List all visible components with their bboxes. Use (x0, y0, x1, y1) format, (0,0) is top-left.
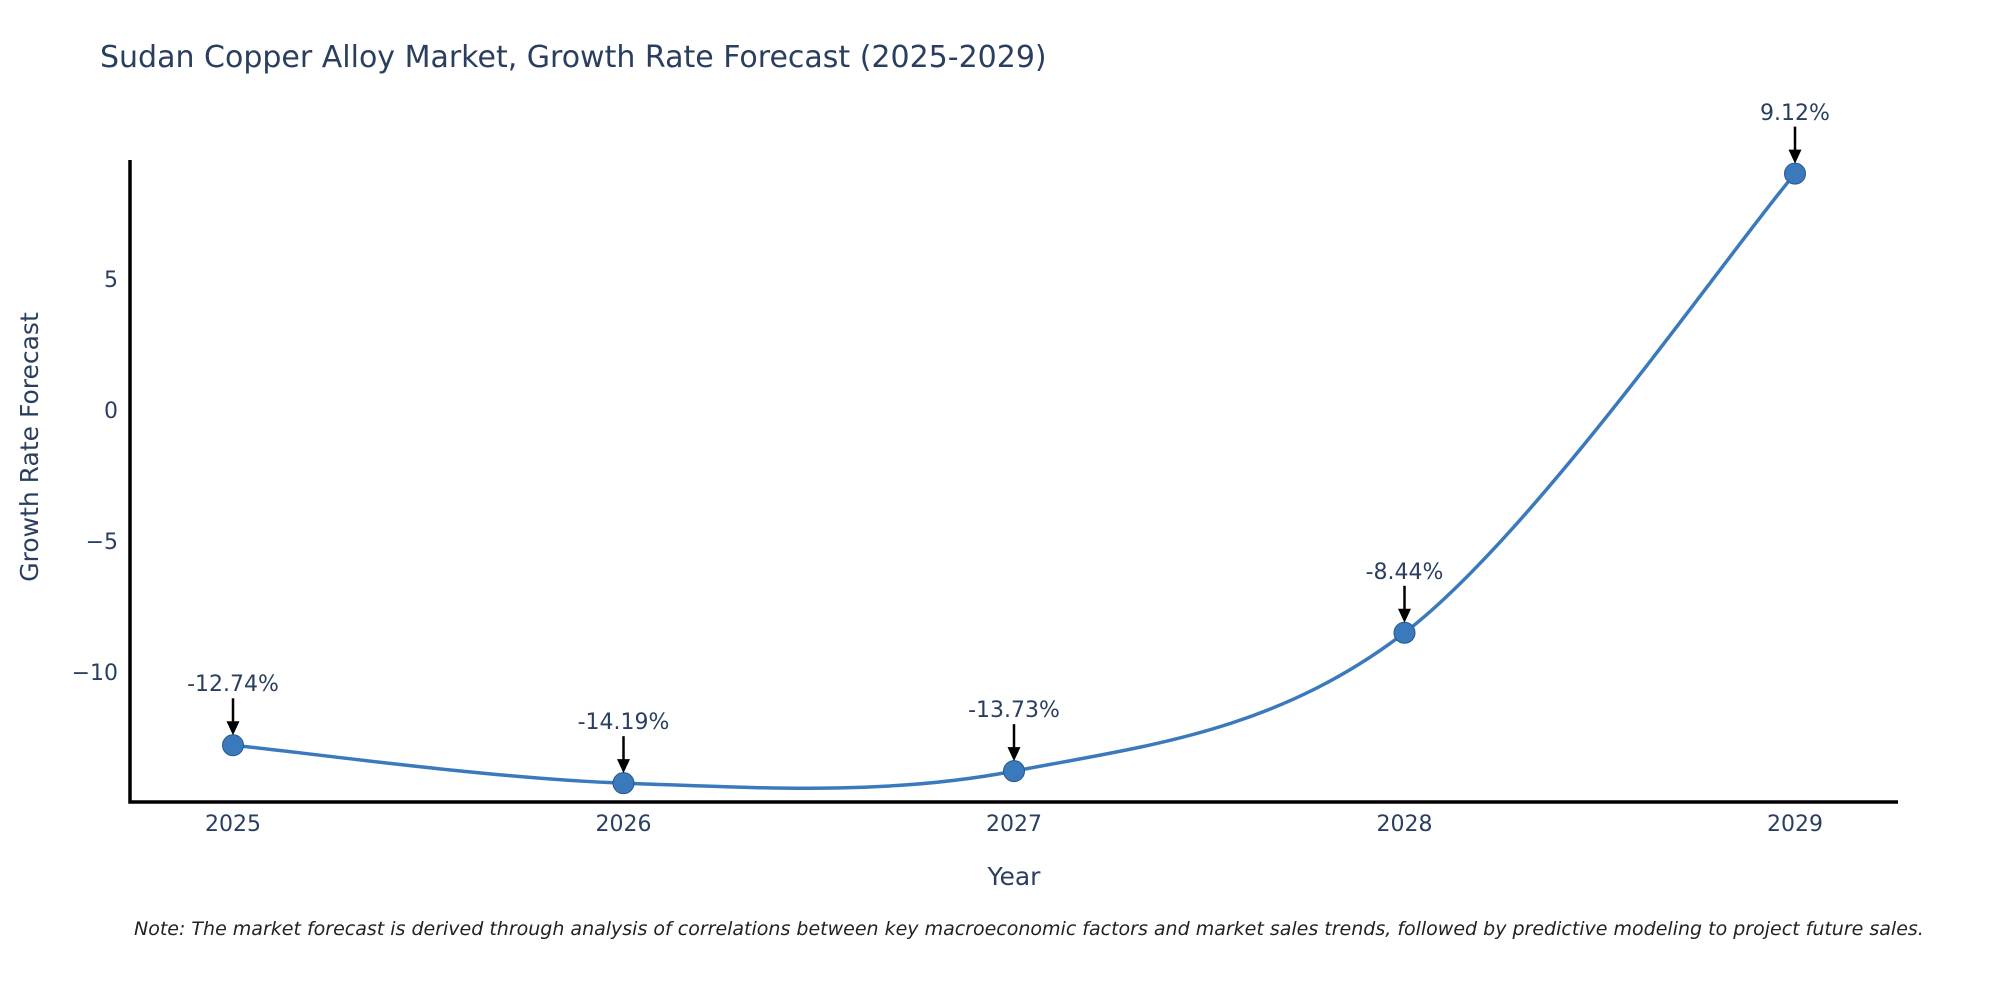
x-tick-label: 2028 (1376, 812, 1433, 837)
data-point-2029 (1784, 162, 1806, 185)
annotation-arrowhead-2028 (1398, 608, 1411, 623)
x-tick-label: 2029 (1767, 812, 1823, 837)
annotation-label-2027: -13.73% (968, 698, 1060, 724)
chart-title: Sudan Copper Alloy Market, Growth Rate F… (100, 40, 1047, 75)
annotation-label-2025: -12.74% (187, 672, 279, 698)
y-tick-label: 5 (104, 268, 118, 294)
annotation-arrowhead-2029 (1788, 149, 1802, 164)
data-point-2025 (222, 734, 244, 757)
x-tick-label: 2025 (205, 812, 261, 837)
x-axis-title: Year (987, 862, 1041, 891)
axis-spines (128, 160, 1898, 804)
annotation-arrowhead-2026 (617, 759, 630, 774)
annotation-label-2028: -8.44% (1365, 559, 1444, 585)
y-tick-label: 0 (104, 399, 118, 425)
x-tick-label: 2027 (986, 812, 1042, 837)
data-point-2026 (612, 772, 635, 795)
trend-line (231, 171, 1797, 790)
annotation-label-2029: 9.12% (1760, 100, 1830, 126)
chart-footnote: Note: The market forecast is derived thr… (134, 918, 1924, 940)
y-tick-label: −5 (85, 529, 118, 555)
x-tick-label: 2026 (595, 812, 652, 837)
data-point-2028 (1393, 621, 1416, 644)
annotation-arrowhead-2025 (226, 721, 240, 736)
annotation-label-2026: -14.19% (577, 710, 670, 736)
data-point-2027 (1003, 760, 1025, 783)
y-tick-label: −10 (71, 660, 118, 686)
annotation-arrowhead-2027 (1007, 747, 1021, 762)
